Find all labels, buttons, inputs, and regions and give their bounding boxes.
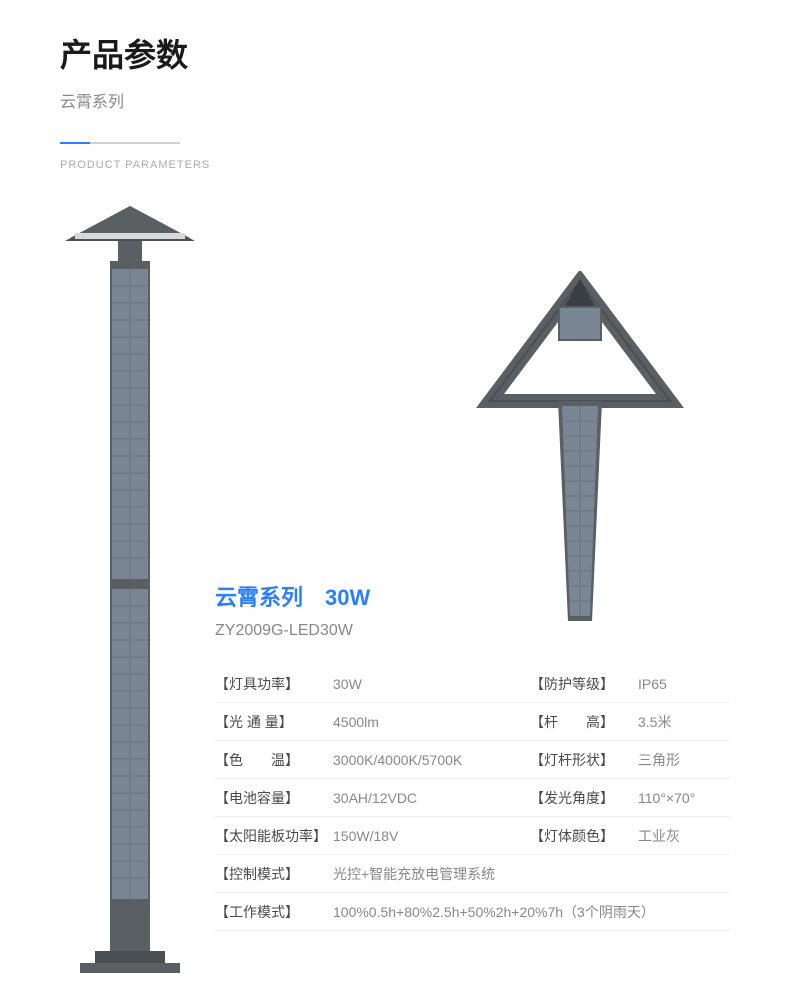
lamp-side-view-icon <box>40 191 220 991</box>
spec-value: IP65 <box>630 676 730 692</box>
spec-label: 【电池容量】 <box>215 788 325 808</box>
lamp-angled-view-icon <box>440 271 720 621</box>
product-title: 云霄系列 30W <box>215 580 730 612</box>
spec-value: 4500lm <box>325 714 530 730</box>
spec-row: 【灯具功率】 30W 【防护等级】 IP65 <box>215 665 730 703</box>
subtitle: 云霄系列 <box>60 88 730 112</box>
spec-label: 【防护等级】 <box>530 674 630 694</box>
spec-value: 30W <box>325 676 530 692</box>
spec-label: 【灯体颜色】 <box>530 826 630 846</box>
spec-label: 【杆 高】 <box>530 712 630 732</box>
spec-row: 【色 温】 3000K/4000K/5700K 【灯杆形状】 三角形 <box>215 741 730 779</box>
product-specs-section: 云霄系列 30W ZY2009G-LED30W 【灯具功率】 30W 【防护等级… <box>215 580 730 931</box>
spec-row: 【电池容量】 30AH/12VDC 【发光角度】 110°×70° <box>215 779 730 817</box>
spec-label: 【控制模式】 <box>215 864 325 884</box>
en-title: PRODUCT PARAMETERS <box>60 159 730 171</box>
spec-row: 【光 通 量】 4500lm 【杆 高】 3.5米 <box>215 703 730 741</box>
spec-value: 工业灰 <box>630 826 730 846</box>
spec-row: 【太阳能板功率】 150W/18V 【灯体颜色】 工业灰 <box>215 817 730 855</box>
spec-value: 30AH/12VDC <box>325 790 530 806</box>
spec-value: 3000K/4000K/5700K <box>325 752 530 768</box>
spec-label: 【发光角度】 <box>530 788 630 808</box>
spec-value: 100%0.5h+80%2.5h+50%2h+20%7h（3个阴雨天） <box>325 902 730 922</box>
spec-row: 【控制模式】 光控+智能充放电管理系统 <box>215 855 730 893</box>
spec-label: 【光 通 量】 <box>215 712 325 732</box>
product-images <box>60 211 730 591</box>
spec-value: 150W/18V <box>325 828 530 844</box>
model-number: ZY2009G-LED30W <box>215 622 730 640</box>
spec-row: 【工作模式】 100%0.5h+80%2.5h+50%2h+20%7h（3个阴雨… <box>215 893 730 931</box>
spec-label: 【灯具功率】 <box>215 674 325 694</box>
spec-value: 110°×70° <box>630 790 730 806</box>
spec-label: 【太阳能板功率】 <box>215 826 325 846</box>
spec-value: 三角形 <box>630 750 730 770</box>
main-title: 产品参数 <box>60 30 730 76</box>
spec-label: 【工作模式】 <box>215 902 325 922</box>
spec-value: 3.5米 <box>630 712 730 732</box>
spec-label: 【灯杆形状】 <box>530 750 630 770</box>
divider-line <box>60 142 180 144</box>
header-section: 产品参数 云霄系列 PRODUCT PARAMETERS <box>60 30 730 171</box>
spec-value: 光控+智能充放电管理系统 <box>325 864 730 884</box>
spec-label: 【色 温】 <box>215 750 325 770</box>
spec-table: 【灯具功率】 30W 【防护等级】 IP65 【光 通 量】 4500lm 【杆… <box>215 665 730 931</box>
